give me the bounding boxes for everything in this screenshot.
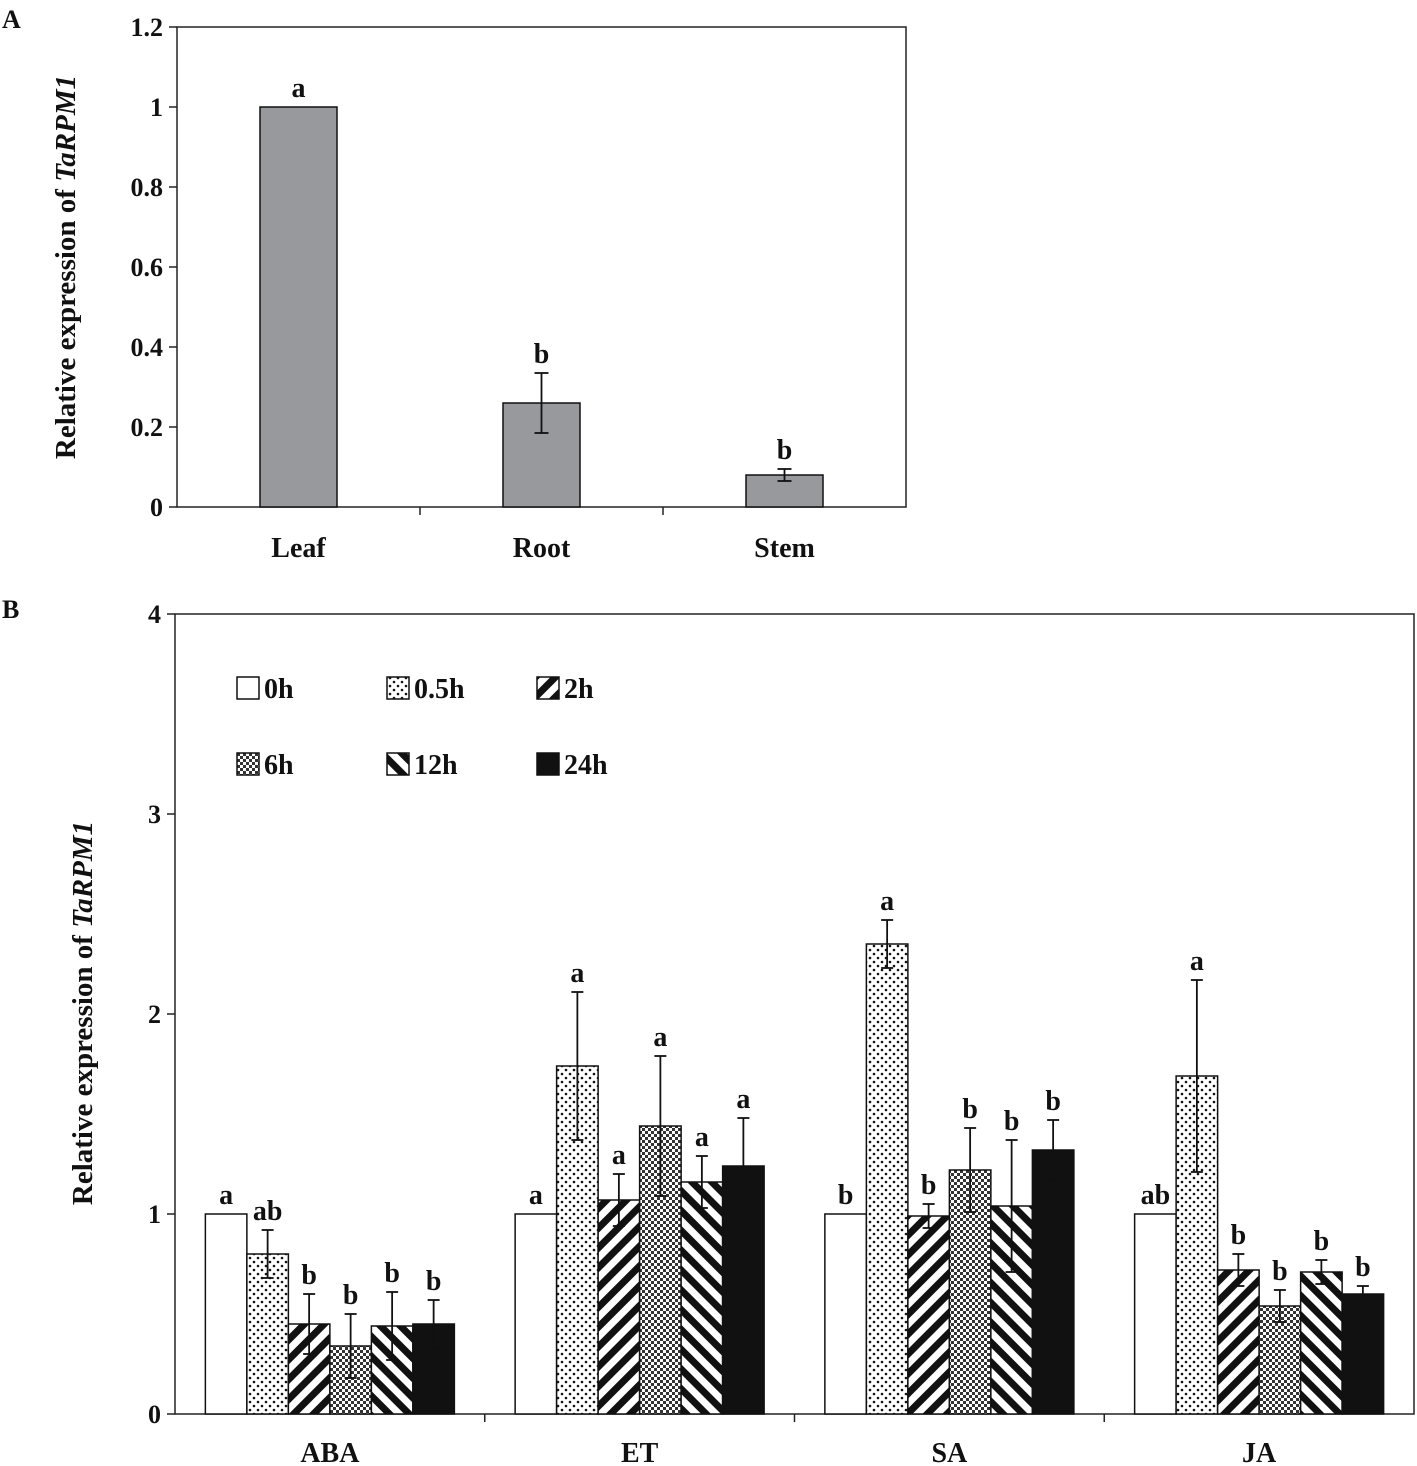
chart-b-bar	[597, 1199, 641, 1415]
chart-a-y-tick-label: 0.2	[131, 413, 164, 442]
chart-a-x-tick-label: Stem	[754, 533, 815, 564]
chart-a-y-tick-label: 0.6	[131, 253, 164, 282]
chart-b-significance-letter: a	[570, 958, 584, 989]
panel-a-label: A	[2, 5, 21, 34]
chart-b-significance-letter: a	[1190, 946, 1204, 977]
chart-b-y-axis-title: Relative expression of TaRPM1	[67, 821, 99, 1205]
chart-b-bar	[1341, 1293, 1385, 1415]
panel-b-label: B	[2, 595, 19, 624]
chart-b-significance-letter: a	[529, 1180, 543, 1211]
chart-b-y-tick-label: 0	[148, 1400, 161, 1429]
legend-swatch	[536, 676, 560, 700]
chart-b-x-tick-label: JA	[1242, 1438, 1277, 1466]
chart-a-significance-letter: b	[777, 435, 793, 466]
chart-b-significance-letter: b	[343, 1280, 359, 1311]
chart-b-significance-letter: a	[612, 1140, 626, 1171]
chart-a-significance-letter: b	[534, 339, 550, 370]
chart-b-bar	[865, 943, 909, 1415]
chart-b-x-tick-label: SA	[931, 1438, 968, 1466]
chart-b-significance-letter: a	[695, 1122, 709, 1153]
legend-swatch	[386, 752, 410, 776]
chart-b-significance-letter: b	[1355, 1252, 1371, 1283]
chart-b-bar	[824, 1213, 868, 1415]
chart-a-y-tick-label: 1.2	[131, 13, 164, 42]
chart-b-bar	[204, 1213, 248, 1415]
chart-a-y-tick-label: 0	[150, 493, 163, 522]
chart-b-significance-letter: b	[426, 1266, 442, 1297]
chart-b-significance-letter: a	[736, 1084, 750, 1115]
chart-b-significance-letter: b	[1272, 1256, 1288, 1287]
chart-a-y-tick-label: 1	[150, 93, 163, 122]
chart-a-y-tick-label: 0.8	[131, 173, 164, 202]
chart-b-legend: 0h 0.5h 2h 6h 12h 24h	[236, 674, 608, 781]
chart-b-significance-letter: b	[384, 1258, 400, 1289]
chart-b-significance-letter: a	[653, 1022, 667, 1053]
chart-b-x-tick-label: ABA	[300, 1438, 360, 1466]
chart-b-bar	[680, 1181, 724, 1415]
chart-b-bar	[1031, 1149, 1075, 1415]
legend-swatch	[386, 676, 410, 700]
chart-a-significance-letter: a	[292, 73, 306, 104]
chart-b-significance-letter: a	[219, 1180, 233, 1211]
chart-b-significance-letter: b	[1314, 1226, 1330, 1257]
chart-b-y-tick-label: 4	[148, 600, 161, 629]
chart-b-significance-letter: b	[962, 1094, 978, 1125]
chart-b-significance-letter: b	[921, 1170, 937, 1201]
chart-b-significance-letter: a	[880, 886, 894, 917]
legend-swatch	[236, 676, 260, 700]
chart-a: Relative expression of TaRPM1 0 0.2 0.4 0.6…	[50, 13, 907, 564]
chart-b-y-tick-label: 1	[148, 1200, 161, 1229]
chart-b-significance-letter: ab	[1141, 1180, 1171, 1211]
chart-b-bar	[1299, 1271, 1343, 1415]
chart-a-bar	[259, 106, 338, 508]
chart-b-bar	[1216, 1269, 1260, 1415]
legend-label: 24h	[564, 750, 608, 781]
chart-b-significance-letter: ab	[253, 1196, 283, 1227]
legend-label: 6h	[264, 750, 294, 781]
chart-b-significance-letter: b	[301, 1260, 317, 1291]
chart-b-significance-letter: b	[1004, 1106, 1020, 1137]
chart-b-bar	[329, 1345, 373, 1415]
chart-b-significance-letter: b	[838, 1180, 854, 1211]
legend-swatch	[236, 752, 260, 776]
chart-a-x-tick-label: Root	[513, 533, 571, 564]
chart-b-x-tick-label: ET	[621, 1438, 659, 1466]
chart-b-significance-letter: b	[1231, 1220, 1247, 1251]
chart-a-x-tick-label: Leaf	[271, 533, 326, 564]
chart-a-y-tick-label: 0.4	[131, 333, 164, 362]
chart-b-bar	[907, 1215, 951, 1415]
chart-b-bar	[1258, 1305, 1302, 1415]
legend-label: 0h	[264, 674, 294, 705]
legend-swatch	[536, 752, 560, 776]
chart-a-y-axis-title: Relative expression of TaRPM1	[50, 75, 82, 459]
chart-b-y-tick-label: 2	[148, 1000, 161, 1029]
chart-b-bar	[514, 1213, 558, 1415]
legend-label: 0.5h	[414, 674, 465, 705]
chart-b-y-tick-label: 3	[148, 800, 161, 829]
legend-label: 2h	[564, 674, 594, 705]
legend-label: 12h	[414, 750, 458, 781]
chart-b-bar	[1133, 1213, 1177, 1415]
chart-b-significance-letter: b	[1045, 1086, 1061, 1117]
